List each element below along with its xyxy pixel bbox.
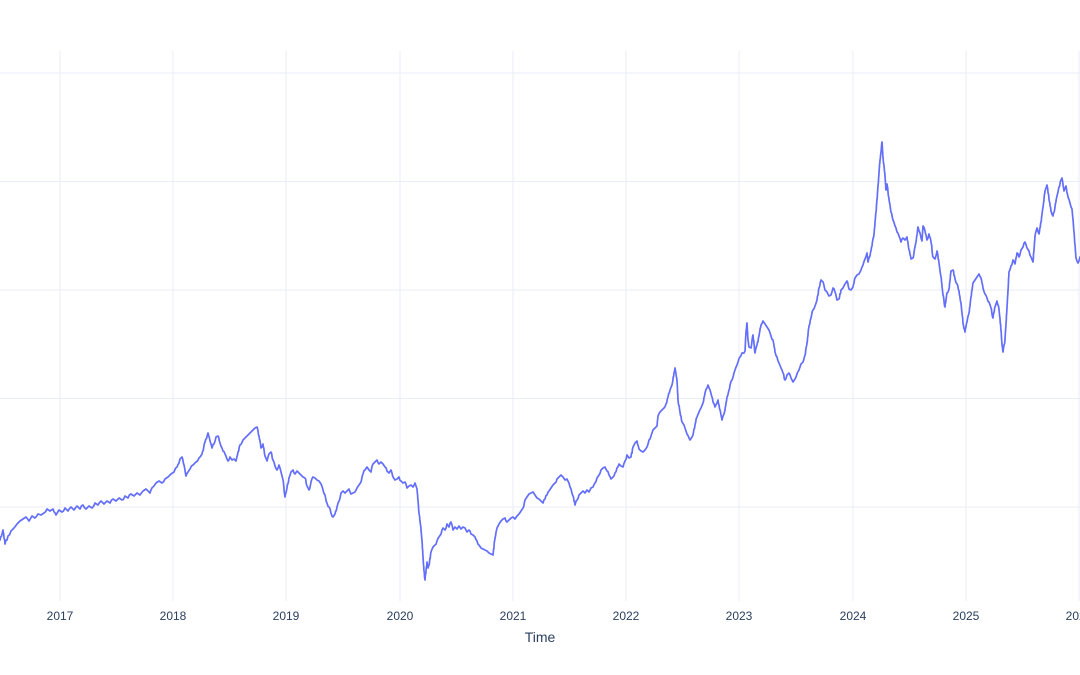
x-axis-title: Time xyxy=(524,629,556,645)
horizontal-gridlines xyxy=(0,72,1080,508)
vertical-gridlines xyxy=(59,51,1080,601)
time-series-line xyxy=(0,141,1080,581)
